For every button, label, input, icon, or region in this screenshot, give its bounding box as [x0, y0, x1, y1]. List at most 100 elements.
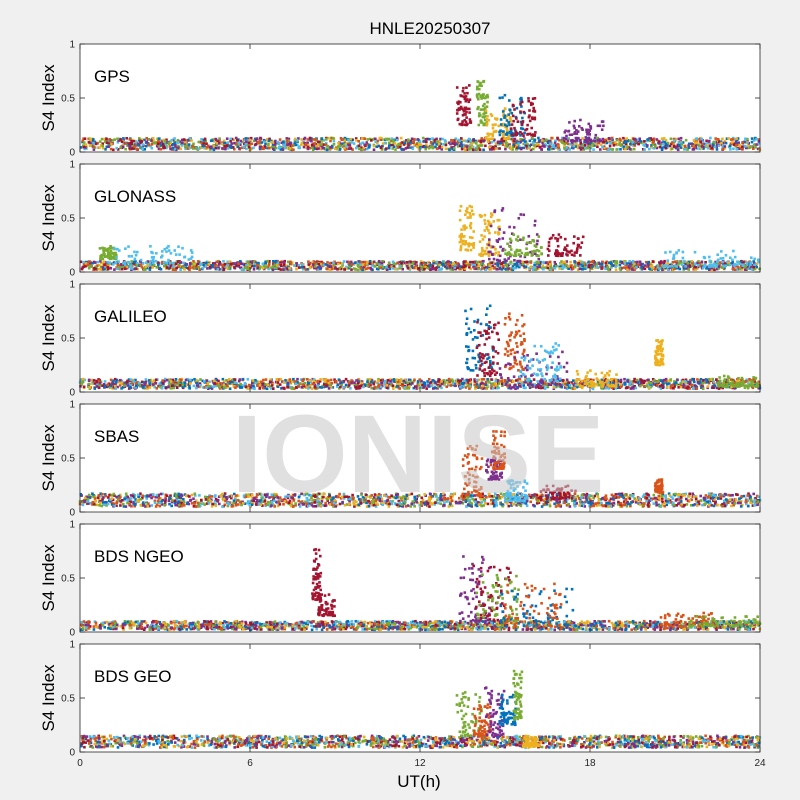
data-point	[531, 134, 535, 137]
data-point	[152, 263, 156, 267]
data-point	[522, 134, 525, 137]
data-point	[466, 216, 470, 219]
data-point	[710, 265, 714, 268]
data-point	[618, 267, 622, 270]
data-point	[482, 264, 485, 267]
data-point	[302, 141, 305, 144]
data-point	[560, 140, 563, 143]
data-point	[430, 145, 433, 149]
data-point	[619, 378, 623, 382]
data-point	[311, 138, 315, 141]
data-point	[357, 378, 360, 381]
data-point	[258, 265, 262, 268]
data-point	[250, 261, 254, 264]
data-point	[122, 137, 125, 140]
data-point	[526, 262, 529, 266]
data-point	[723, 266, 726, 269]
data-point	[268, 260, 271, 263]
data-point	[542, 139, 546, 143]
data-point	[612, 260, 615, 263]
data-point	[476, 107, 479, 111]
data-point	[517, 145, 521, 148]
data-point	[494, 129, 498, 133]
data-point	[471, 260, 475, 264]
y-tick-label: 0	[69, 148, 75, 159]
data-point	[585, 141, 588, 144]
data-point	[594, 133, 598, 137]
data-point	[729, 263, 732, 267]
data-point	[233, 262, 236, 265]
data-point	[101, 146, 105, 150]
data-point	[502, 264, 505, 268]
data-point	[282, 268, 285, 271]
data-point	[458, 218, 462, 222]
data-point	[675, 265, 679, 268]
data-point	[288, 266, 291, 270]
data-point	[509, 120, 512, 123]
data-point	[478, 253, 481, 256]
data-point	[722, 141, 725, 145]
data-point	[453, 266, 456, 269]
data-point	[474, 387, 477, 390]
data-point	[489, 215, 493, 219]
data-point	[689, 378, 692, 382]
data-point	[550, 136, 553, 140]
data-point	[729, 256, 732, 260]
data-point	[648, 267, 651, 271]
data-point	[434, 268, 438, 271]
data-point	[666, 144, 669, 147]
data-point	[708, 259, 712, 263]
data-point	[620, 261, 624, 265]
data-point	[565, 146, 568, 149]
data-point	[494, 123, 497, 126]
data-point	[678, 267, 682, 271]
data-point	[652, 266, 655, 270]
data-point	[527, 260, 531, 264]
data-point	[612, 144, 616, 147]
data-point	[140, 263, 144, 267]
plot-area	[80, 164, 760, 272]
data-point	[302, 145, 306, 149]
data-point	[264, 142, 267, 146]
data-point	[509, 118, 512, 121]
data-point	[315, 147, 319, 151]
data-point	[441, 263, 445, 266]
data-point	[356, 264, 360, 267]
data-point	[518, 265, 521, 269]
data-point	[476, 267, 480, 271]
data-point	[346, 384, 350, 388]
data-point	[677, 137, 680, 141]
data-point	[458, 240, 462, 244]
data-point	[353, 383, 357, 387]
data-point	[313, 147, 317, 150]
data-point	[532, 147, 535, 151]
data-point	[662, 137, 666, 140]
data-point	[633, 137, 637, 141]
data-point	[528, 144, 531, 148]
data-point	[158, 137, 161, 140]
data-point	[228, 144, 232, 147]
data-point	[276, 383, 280, 387]
plot-area	[80, 44, 760, 152]
data-point	[122, 265, 125, 268]
data-point	[198, 268, 201, 271]
data-point	[380, 148, 384, 151]
data-point	[184, 140, 187, 144]
data-point	[107, 249, 110, 252]
data-point	[503, 116, 506, 119]
data-point	[287, 137, 291, 141]
y-tick-label: 0.5	[61, 94, 75, 105]
data-point	[112, 247, 116, 250]
data-point	[343, 268, 346, 271]
data-point	[413, 137, 416, 141]
data-point	[454, 263, 458, 266]
data-point	[539, 139, 542, 143]
data-point	[535, 242, 539, 246]
data-point	[562, 137, 566, 140]
data-point	[500, 138, 503, 141]
data-point	[297, 146, 300, 150]
data-point	[464, 260, 468, 263]
data-point	[533, 117, 537, 121]
data-point	[587, 265, 591, 268]
data-point	[533, 266, 536, 269]
